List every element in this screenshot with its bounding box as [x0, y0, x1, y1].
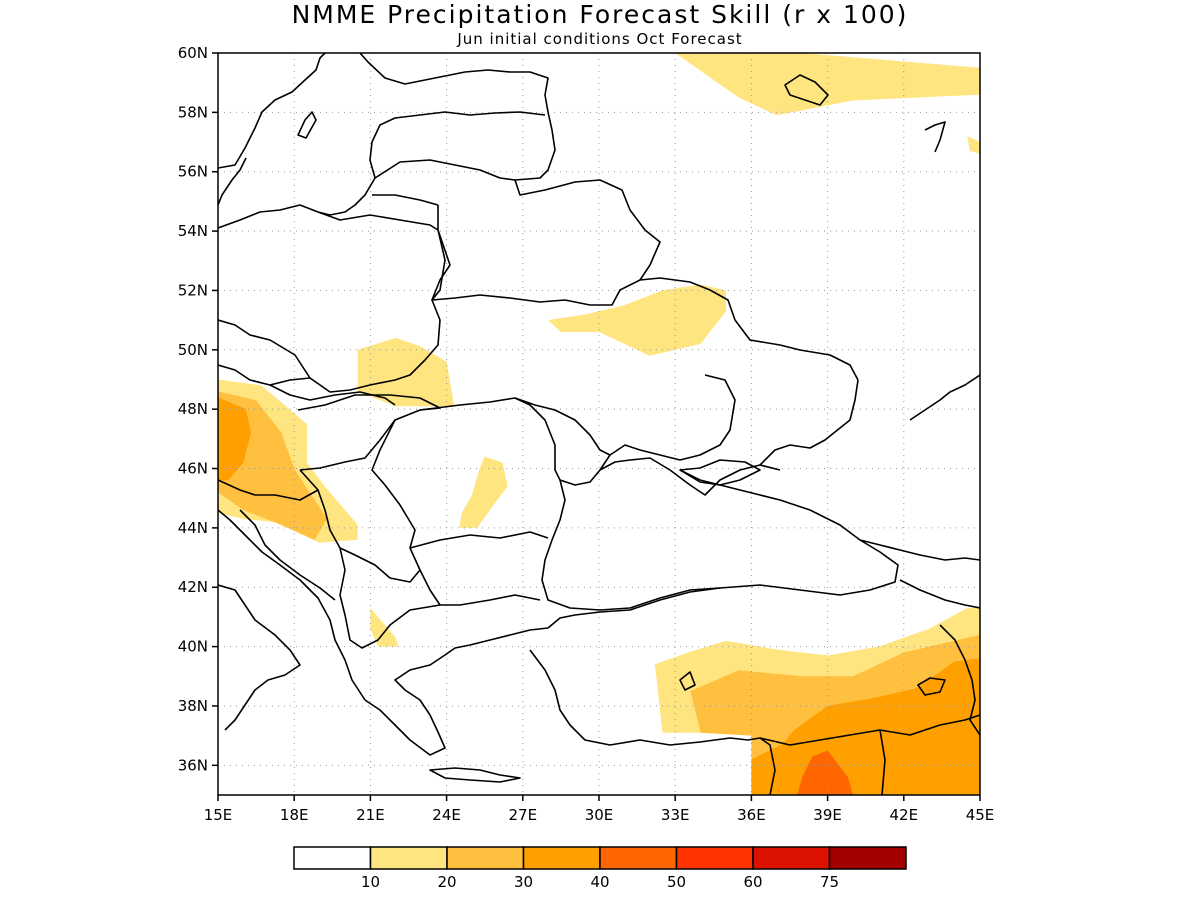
- plot-area: [218, 53, 980, 795]
- lon-tick-label: 36E: [737, 806, 766, 824]
- chart-subtitle: Jun initial conditions Oct Forecast: [456, 30, 742, 48]
- lon-tick-label: 27E: [509, 806, 538, 824]
- coastline-latvia: [317, 141, 376, 216]
- colorbar-swatch: [293, 846, 372, 870]
- lat-tick-label: 40N: [178, 638, 208, 656]
- coastline-caspian: [909, 374, 980, 421]
- border-baltic-states: [372, 159, 516, 206]
- coastline-crimea: [679, 459, 761, 486]
- lon-tick-label: 33E: [661, 806, 690, 824]
- coastline-turkey-north: [547, 587, 721, 629]
- latitude-axis: 60N 58N 56N 54N 52N 50N 48N 46N 44N 42N 40N 38N 36N: [178, 44, 218, 774]
- border-moldova: [514, 397, 611, 456]
- coastline-adriatic: [218, 509, 366, 701]
- skill-region-10-2: [548, 284, 726, 356]
- border-bulgaria: [409, 531, 549, 606]
- colorbar-swatch: [369, 846, 448, 870]
- lon-tick-label: 15E: [204, 806, 233, 824]
- lat-tick-label: 58N: [178, 103, 208, 121]
- colorbar-swatch: [446, 846, 525, 870]
- skill-region-10-7: [459, 456, 508, 528]
- border-poland: [218, 211, 446, 393]
- coastline-crete: [429, 767, 521, 783]
- colorbar-swatch: [599, 846, 678, 870]
- coastline-greece: [364, 627, 549, 756]
- border-serbia: [299, 419, 421, 583]
- lake-tuz: [679, 671, 696, 691]
- colorbar-swatch: [828, 846, 907, 870]
- colorbar-swatch: [675, 846, 754, 870]
- lon-tick-label: 24E: [432, 806, 461, 824]
- coastline-sweden: [218, 53, 326, 169]
- border-iran: [939, 624, 980, 736]
- lat-tick-label: 50N: [178, 341, 208, 359]
- colorbar-label: 50: [667, 873, 686, 891]
- lon-tick-label: 45E: [966, 806, 995, 824]
- lat-tick-label: 48N: [178, 400, 208, 418]
- lon-tick-label: 18E: [280, 806, 309, 824]
- skill-shading: [218, 53, 980, 795]
- skill-region-10-0: [675, 53, 980, 116]
- colorbar-label: 10: [361, 873, 380, 891]
- coastline-azov: [759, 379, 859, 466]
- colorbar-swatch: [752, 846, 831, 870]
- colorbar: 10 20 30 40 50 60 75: [293, 846, 907, 891]
- skill-region-30-6: [218, 397, 251, 481]
- coastline-estonia: [371, 111, 546, 143]
- lon-tick-label: 30E: [585, 806, 614, 824]
- border-caucasus: [859, 539, 980, 609]
- lat-tick-label: 44N: [178, 519, 208, 537]
- lon-tick-label: 21E: [356, 806, 385, 824]
- lon-tick-label: 39E: [813, 806, 842, 824]
- gridlines: [218, 53, 980, 795]
- lake-ladoga-coast: [924, 121, 946, 153]
- coastlines-and-borders: [218, 53, 980, 795]
- chart-title: NMME Precipitation Forecast Skill (r x 1…: [292, 0, 909, 29]
- lake-rybinsk: [784, 74, 829, 106]
- border-belarus-ukraine: [431, 205, 641, 306]
- lat-tick-label: 42N: [178, 578, 208, 596]
- colorbar-label: 30: [514, 873, 533, 891]
- longitude-axis: 15E 18E 21E 24E 27E 30E 33E 36E 39E 42E 45E: [204, 795, 995, 824]
- lon-tick-label: 42E: [890, 806, 919, 824]
- border-ukraine-south: [599, 457, 781, 496]
- coastline-turkey-south: [529, 649, 776, 795]
- skill-region-10-1: [967, 136, 980, 154]
- coastline-finland: [359, 53, 549, 113]
- lat-tick-label: 52N: [178, 281, 208, 299]
- colorbar-label: 20: [437, 873, 456, 891]
- skill-region-40-12: [797, 750, 853, 795]
- lat-tick-label: 56N: [178, 163, 208, 181]
- lake-van: [917, 677, 946, 696]
- border-macedonia-albania: [339, 547, 441, 649]
- lat-tick-label: 54N: [178, 222, 208, 240]
- coastline-sweden-south: [218, 157, 247, 206]
- colorbar-label: 40: [590, 873, 609, 891]
- border-syria-iraq: [759, 714, 980, 795]
- colorbar-label: 75: [820, 873, 839, 891]
- border-russia-belarus: [514, 111, 859, 381]
- skill-region-10-8: [370, 608, 399, 647]
- coastline-poland: [218, 204, 319, 229]
- lat-tick-label: 36N: [178, 756, 208, 774]
- coastline-gotland: [297, 111, 317, 139]
- coastline-italy: [218, 584, 301, 731]
- colorbar-swatch: [522, 846, 601, 870]
- coastline-black-sea: [541, 469, 899, 611]
- colorbar-label: 60: [743, 873, 762, 891]
- border-croatia: [218, 479, 336, 601]
- lat-tick-label: 38N: [178, 697, 208, 715]
- lat-tick-label: 46N: [178, 460, 208, 478]
- lat-tick-label: 60N: [178, 44, 208, 62]
- border-czech: [218, 319, 396, 406]
